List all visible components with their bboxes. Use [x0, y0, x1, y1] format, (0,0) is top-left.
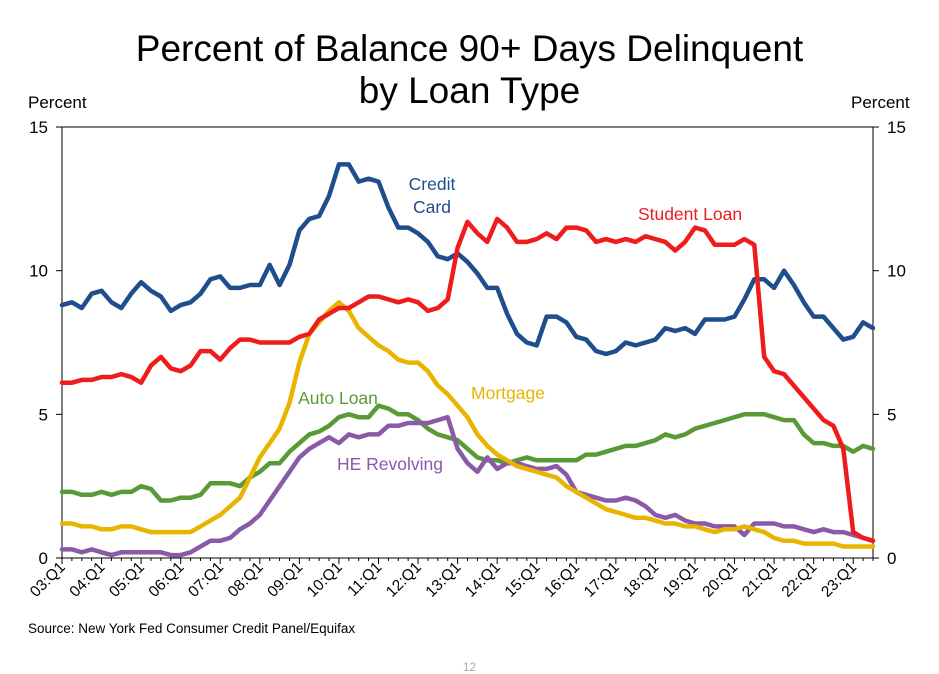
y-tick-label-right: 5 — [887, 405, 896, 424]
x-tick-label: 08:Q1 — [225, 559, 267, 601]
x-tick-label: 22:Q1 — [779, 559, 821, 601]
x-tick-label: 21:Q1 — [739, 559, 781, 601]
right-axis-unit: Percent — [851, 93, 910, 112]
x-tick-label: 12:Q1 — [383, 559, 425, 601]
source-note: Source: New York Fed Consumer Credit Pan… — [28, 621, 356, 636]
x-tick-label: 16:Q1 — [541, 559, 583, 601]
series-label-he-revolving: HE Revolving — [337, 454, 443, 474]
x-tick-label: 07:Q1 — [185, 559, 227, 601]
series-line-he-revolving — [59, 414, 876, 558]
x-tick-label: 18:Q1 — [620, 559, 662, 601]
y-tick-label-right: 15 — [887, 118, 906, 137]
x-tick-label: 04:Q1 — [67, 559, 109, 601]
x-tick-label: 14:Q1 — [462, 559, 504, 601]
series-label-line: HE Revolving — [337, 454, 443, 474]
x-tick-label: 13:Q1 — [423, 559, 465, 601]
x-tick-label: 15:Q1 — [502, 559, 544, 601]
x-tick-label: 23:Q1 — [818, 559, 860, 601]
y-tick-label-left: 0 — [39, 549, 48, 568]
plot-frame — [61, 126, 874, 559]
page-number: 12 — [462, 660, 477, 674]
y-tick-label-right: 0 — [887, 549, 896, 568]
x-tick-label: 10:Q1 — [304, 559, 346, 601]
series-line-auto-loan — [59, 403, 876, 503]
chart-title-line-2: by Loan Type — [358, 70, 581, 111]
series-line-mortgage — [59, 300, 876, 549]
x-tick-label: 19:Q1 — [660, 559, 702, 601]
series-label-auto-loan: Auto Loan — [298, 388, 378, 408]
x-tick-label: 17:Q1 — [581, 559, 623, 601]
x-tick-label: 05:Q1 — [106, 559, 148, 601]
chart-title: Percent of Balance 90+ Days Delinquent b… — [0, 28, 939, 112]
series-label-line: Card — [413, 197, 451, 217]
series-label-line: Student Loan — [638, 204, 742, 224]
y-tick-label-right: 10 — [887, 262, 906, 281]
series-label-student-loan: Student Loan — [638, 204, 742, 224]
series-label-line: Credit — [409, 174, 456, 194]
y-tick-label-left: 5 — [39, 405, 48, 424]
chart-title-line-1: Percent of Balance 90+ Days Delinquent — [135, 28, 804, 69]
x-tick-label: 11:Q1 — [344, 559, 385, 600]
left-axis-unit: Percent — [28, 93, 87, 112]
x-tick-label: 09:Q1 — [264, 559, 306, 601]
series-label-credit-card: Credit Card — [409, 174, 456, 217]
series-label-line: Mortgage — [471, 383, 545, 403]
series-label-line: Auto Loan — [298, 388, 378, 408]
y-tick-label-left: 10 — [29, 262, 48, 281]
x-tick-label: 20:Q1 — [699, 559, 741, 601]
series-label-mortgage: Mortgage — [471, 383, 545, 403]
x-tick-label: 06:Q1 — [146, 559, 188, 601]
series-line-student-loan — [59, 216, 876, 544]
y-tick-label-left: 15 — [29, 118, 48, 137]
series-line-credit-card — [59, 162, 876, 357]
